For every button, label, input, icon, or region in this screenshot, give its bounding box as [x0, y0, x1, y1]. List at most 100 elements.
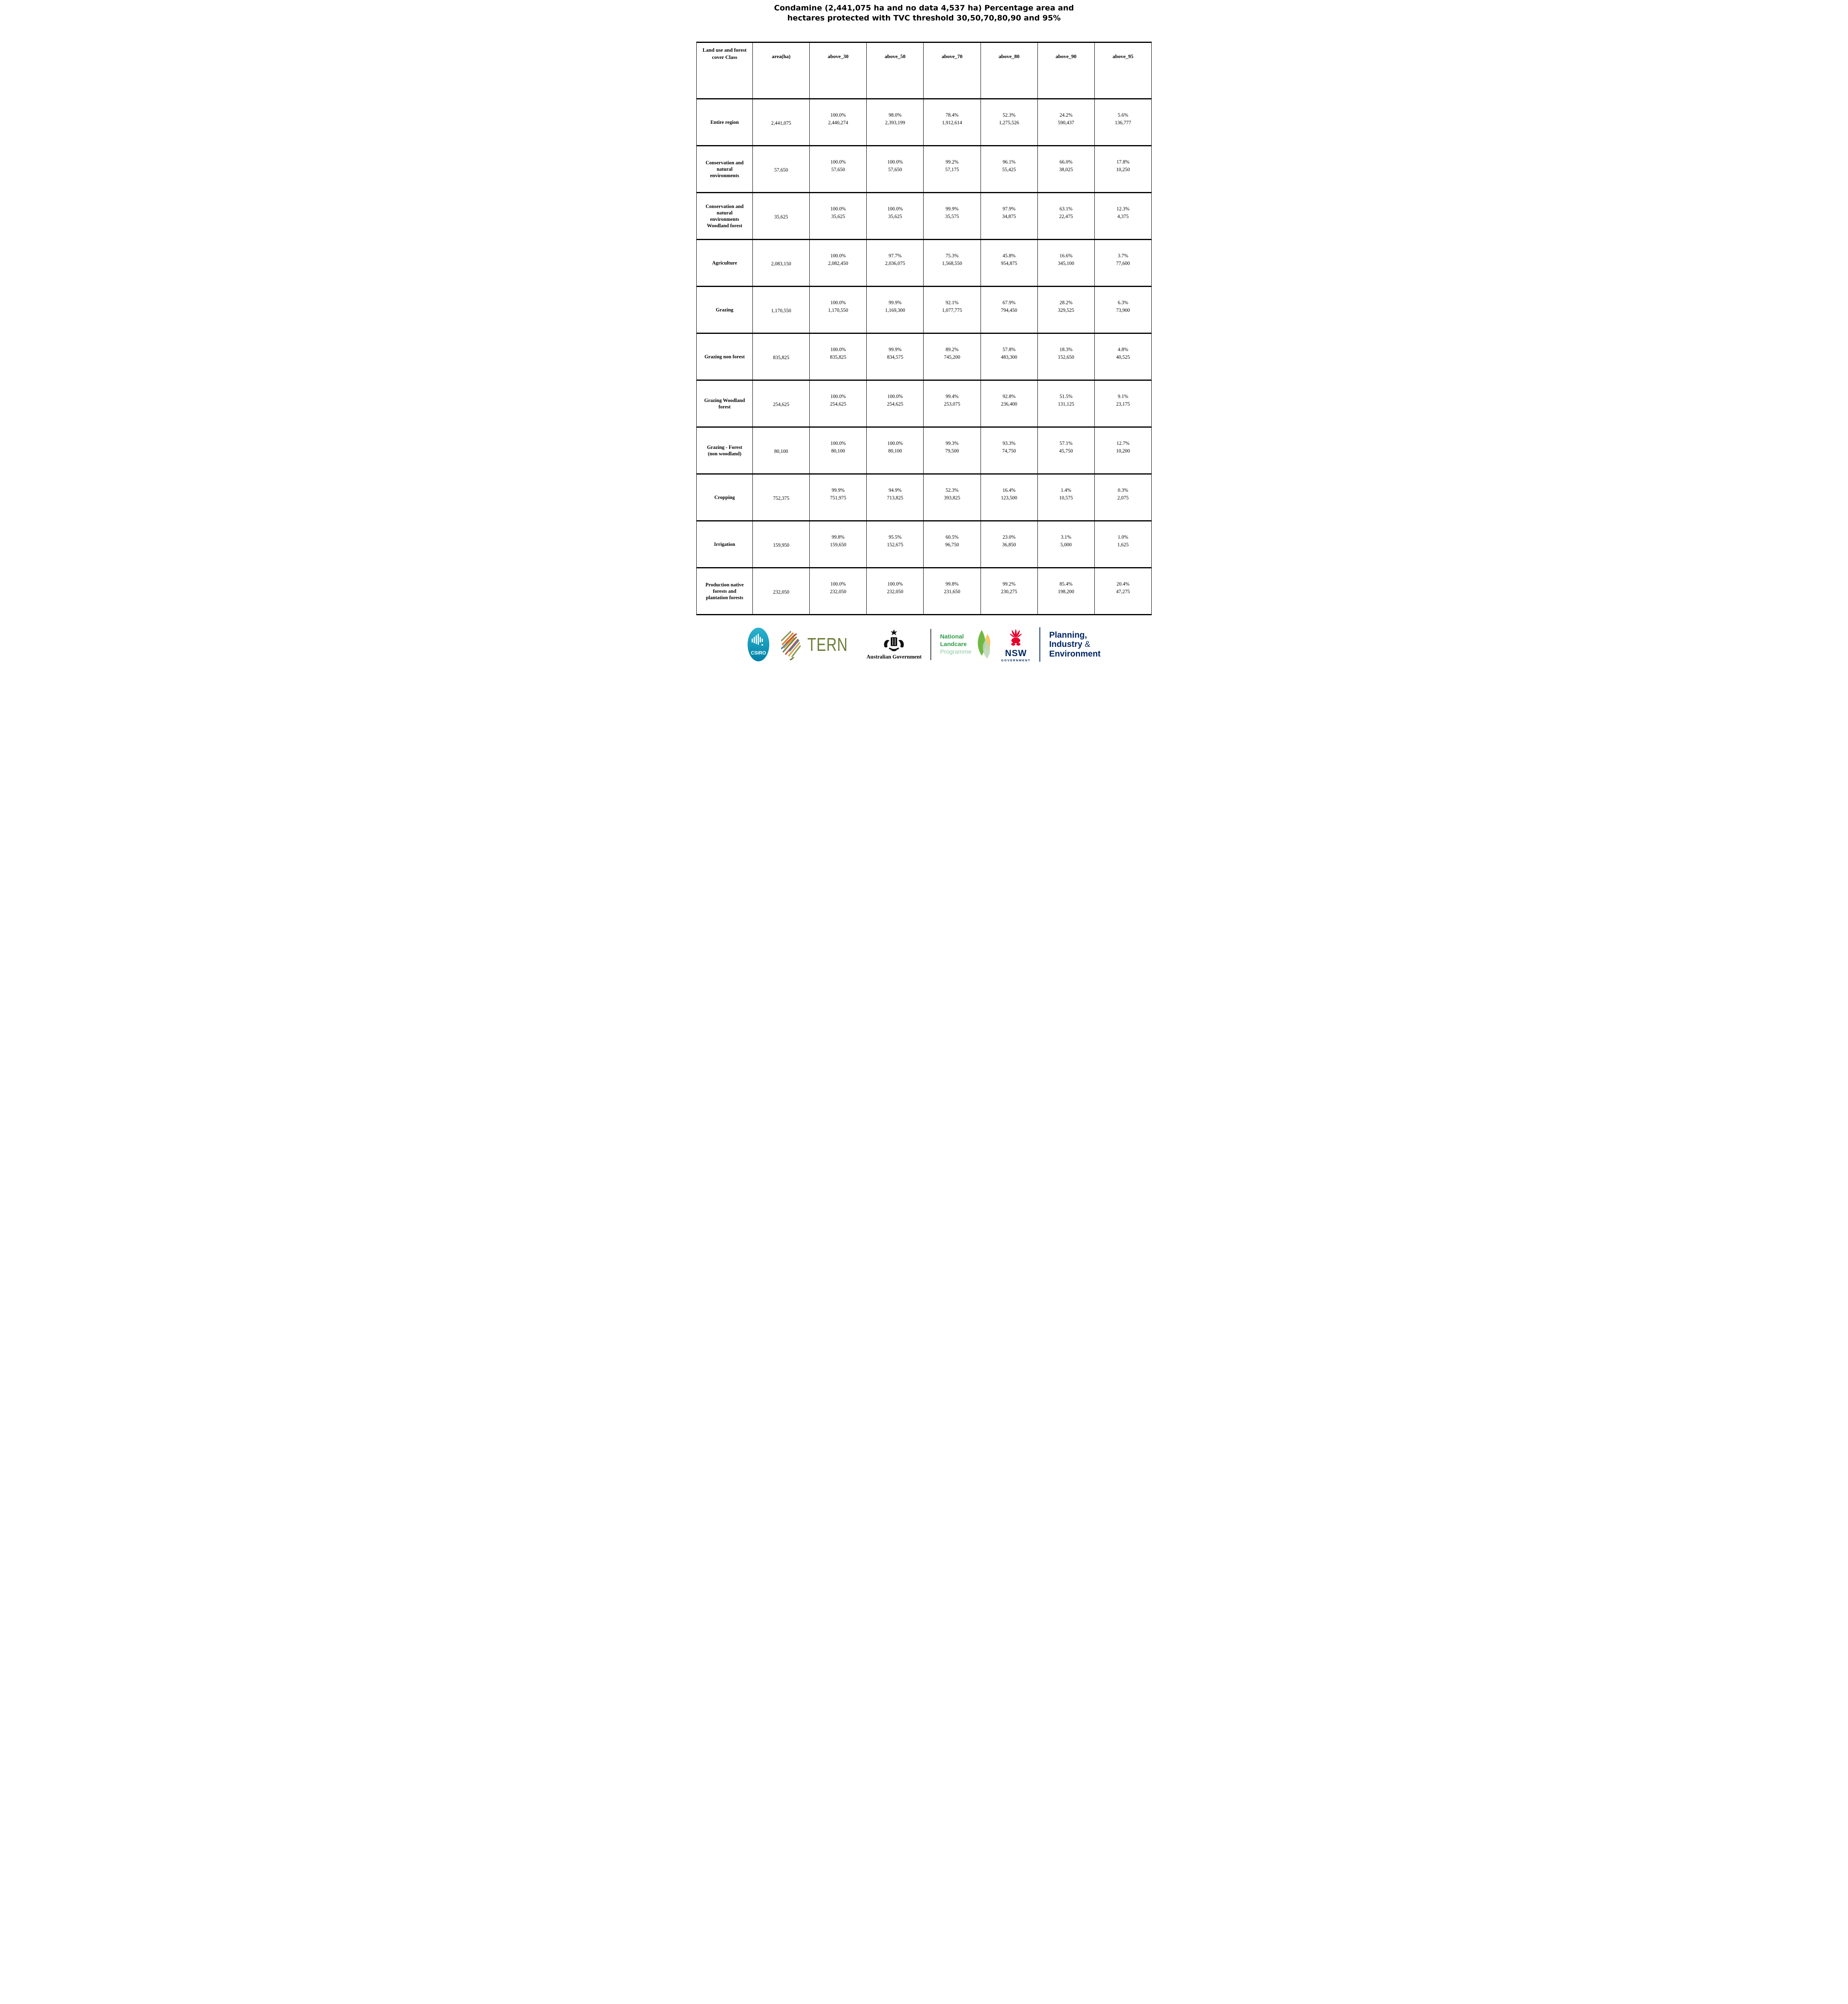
cell-percent: 100.0% [887, 206, 903, 212]
cell-percent: 5.6% [1118, 112, 1128, 118]
cell-hectares: 35,625 [831, 214, 845, 220]
threshold-cell: 52.3% 393,825 [923, 473, 981, 522]
cell-hectares: 483,300 [1001, 354, 1017, 360]
cell-hectares: 152,650 [1057, 354, 1074, 360]
cell-percent: 100.0% [887, 159, 903, 165]
threshold-cell: 97.9% 34,875 [980, 192, 1038, 240]
threshold-cell: 100.0% 57,650 [809, 145, 867, 194]
cell-percent: 51.5% [1059, 393, 1073, 399]
nsw-waratah-icon [1009, 628, 1023, 646]
cell-percent: 9.1% [1118, 393, 1128, 399]
row-label: Grazing [696, 286, 753, 334]
cell-hectares: 794,450 [1001, 307, 1017, 313]
threshold-cell: 100.0% 254,625 [809, 380, 867, 428]
cell-hectares: 35,575 [945, 214, 959, 220]
cell-percent: 99.9% [888, 346, 902, 352]
cell-percent: 99.2% [945, 159, 959, 165]
threshold-cell: 1.0% 1,625 [1094, 520, 1152, 569]
cell-hectares: 2,082,450 [828, 261, 848, 267]
threshold-cell: 16.4% 123,500 [980, 473, 1038, 522]
cell-percent: 97.7% [888, 253, 902, 259]
cell-percent: 78.4% [945, 112, 959, 118]
cell-percent: 3.7% [1118, 253, 1128, 259]
cell-percent: 99.8% [945, 581, 959, 587]
cell-hectares: 2,036,075 [885, 261, 905, 267]
threshold-cell: 99.9% 1,169,300 [866, 286, 924, 334]
cell-percent: 100.0% [887, 581, 903, 587]
cell-hectares: 393,825 [944, 495, 960, 501]
table-row: Grazing - Forest (non woodland) 80,100 100… [696, 426, 1152, 475]
row-area-value: 835,825 [752, 333, 810, 381]
cell-percent: 99.3% [945, 440, 959, 446]
header-row: Land use and forest cover Class area(ha)… [696, 42, 1152, 100]
col-header-above-30: above_30 [809, 42, 867, 100]
cell-hectares: 954,875 [1001, 261, 1017, 267]
cell-percent: 23.0% [1003, 534, 1016, 540]
footer-divider-2 [1039, 627, 1041, 662]
cell-percent: 99.2% [1003, 581, 1016, 587]
threshold-cell: 45.8% 954,875 [980, 239, 1038, 287]
table-row: Production native forests and plantation… [696, 567, 1152, 616]
cell-percent: 100.0% [830, 112, 846, 118]
cell-percent: 92.8% [1003, 393, 1016, 399]
threshold-cell: 18.3% 152,650 [1037, 333, 1095, 381]
threshold-cell: 96.1% 55,425 [980, 145, 1038, 194]
cell-percent: 24.2% [1059, 112, 1073, 118]
threshold-cell: 51.5% 131,125 [1037, 380, 1095, 428]
threshold-cell: 12.3% 4,375 [1094, 192, 1152, 240]
threshold-cell: 5.6% 136,777 [1094, 98, 1152, 147]
cell-hectares: 131,125 [1057, 401, 1074, 407]
threshold-cell: 0.3% 2,075 [1094, 473, 1152, 522]
row-label: Cropping [696, 473, 753, 522]
cell-percent: 67.9% [1003, 299, 1016, 305]
svg-text:CSIRO: CSIRO [751, 650, 766, 656]
cell-percent: 100.0% [830, 253, 846, 259]
cell-hectares: 80,100 [831, 448, 845, 454]
cell-hectares: 1,275,526 [999, 120, 1019, 126]
col-header-above-80: above_80 [980, 42, 1038, 100]
table-header: Land use and forest cover Class area(ha)… [696, 42, 1152, 100]
threshold-cell: 12.7% 10,200 [1094, 426, 1152, 475]
threshold-cell: 100.0% 254,625 [866, 380, 924, 428]
threshold-cell: 99.9% 35,575 [923, 192, 981, 240]
threshold-cell: 99.8% 159,650 [809, 520, 867, 569]
cell-hectares: 2,440,274 [828, 120, 848, 126]
threshold-cell: 99.9% 834,575 [866, 333, 924, 381]
threshold-cell: 92.1% 1,077,775 [923, 286, 981, 334]
cell-hectares: 2,393,199 [885, 120, 905, 126]
page-title-line2: hectares protected with TVC threshold 30… [787, 14, 1061, 23]
row-label: Grazing Woodland forest [696, 380, 753, 428]
tern-wordmark: TERN [807, 634, 848, 655]
cell-hectares: 96,750 [945, 542, 959, 548]
threshold-cell: 100.0% 232,050 [866, 567, 924, 616]
table-row: Cropping 752,375 99.9% 751,975 94.9% 713,825 5… [696, 473, 1152, 522]
threshold-cell: 100.0% 35,625 [809, 192, 867, 240]
threshold-cell: 100.0% 2,082,450 [809, 239, 867, 287]
cell-hectares: 40,525 [1116, 354, 1130, 360]
col-header-class: Land use and forest cover Class [696, 42, 753, 100]
threshold-cell: 9.1% 23,175 [1094, 380, 1152, 428]
cell-hectares: 2,075 [1117, 495, 1129, 501]
row-area-value: 232,050 [752, 567, 810, 616]
cell-hectares: 1,169,300 [885, 307, 905, 313]
row-label: Grazing non forest [696, 333, 753, 381]
cell-percent: 100.0% [830, 440, 846, 446]
cell-percent: 99.9% [888, 299, 902, 305]
cell-hectares: 1,077,775 [942, 307, 962, 313]
threshold-cell: 24.2% 590,437 [1037, 98, 1095, 147]
row-label: Production native forests and plantation… [696, 567, 753, 616]
cell-hectares: 230,275 [1001, 589, 1017, 595]
cell-hectares: 55,425 [1002, 167, 1016, 173]
cell-hectares: 57,175 [945, 167, 959, 173]
table-body: Entire region 2,441,075 100.0% 2,440,274 98.… [696, 98, 1152, 616]
nsw-acronym: NSW [1005, 648, 1027, 658]
cell-hectares: 232,050 [887, 589, 904, 595]
tern-australia-map-icon [781, 631, 801, 661]
cell-percent: 20.4% [1116, 581, 1130, 587]
cell-hectares: 4,375 [1117, 214, 1129, 220]
cell-hectares: 231,650 [944, 589, 960, 595]
cell-percent: 1.4% [1061, 487, 1072, 493]
row-area-value: 2,083,150 [752, 239, 810, 287]
australian-government-label: Australian Government [866, 654, 922, 660]
row-label: Conservation and natural environments Wo… [696, 192, 753, 240]
